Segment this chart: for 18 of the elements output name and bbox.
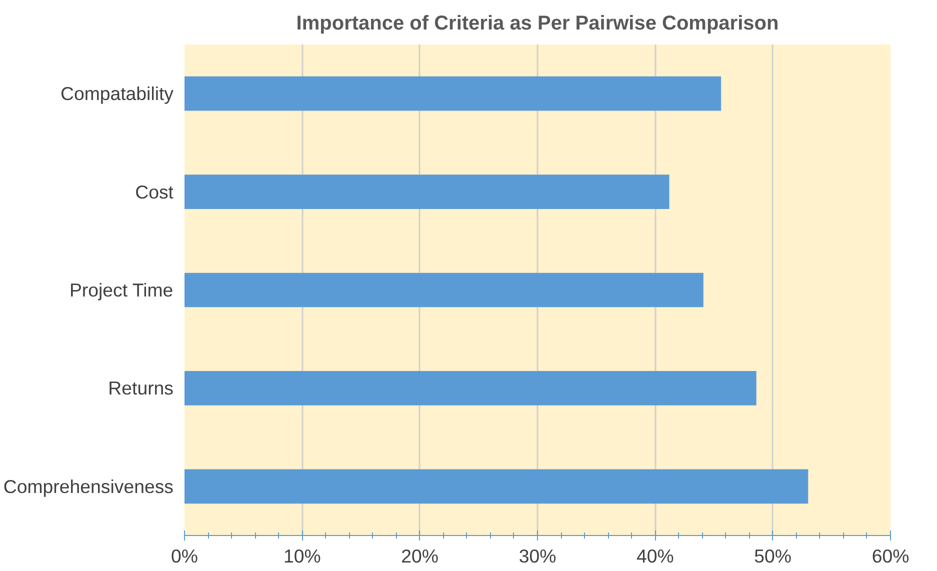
chart-title: Importance of Criteria as Per Pairwise Comparison [296,12,779,34]
x-tick-label: 10% [283,546,321,566]
bar [184,76,722,111]
y-tick-label: Comprehensiveness [3,476,174,497]
bar [184,174,670,209]
bar [184,371,756,406]
x-tick-label: 40% [636,546,674,566]
bar [184,469,808,504]
y-tick-label: Cost [135,181,174,202]
x-tick-label: 0% [171,546,198,566]
x-tick-label: 20% [401,546,439,566]
x-tick-label: 60% [872,546,910,566]
y-tick-label: Returns [108,378,174,399]
x-tick-label: 50% [754,546,792,566]
bar [184,272,704,308]
y-tick-label: Compatability [60,83,174,104]
y-tick-label: Project Time [69,280,174,300]
x-tick-label: 30% [518,546,556,566]
